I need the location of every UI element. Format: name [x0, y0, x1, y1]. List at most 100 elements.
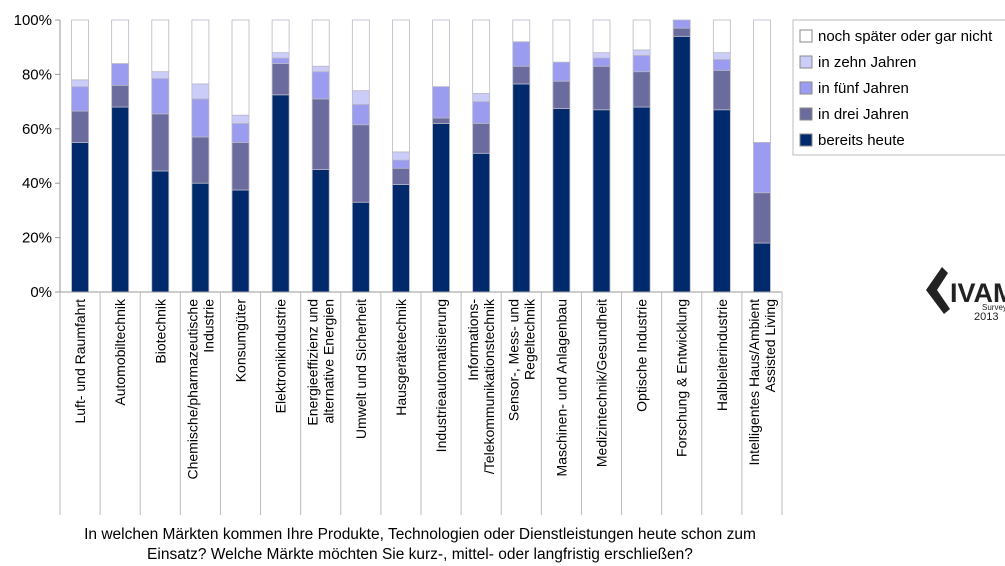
- x-category-label: Umwelt und Sicherheit: [353, 299, 369, 439]
- y-axis-tick-labels: 0% 20% 40% 60% 80% 100%: [14, 12, 60, 301]
- bar-segment: [512, 19, 531, 43]
- bar-segment: [753, 141, 771, 194]
- legend-label: bereits heute: [818, 132, 905, 149]
- x-category-label: Forschung & Entwicklung: [674, 299, 690, 457]
- bar-segment: [432, 19, 450, 88]
- bar-segment: [111, 106, 130, 293]
- bar-segment: [392, 19, 410, 153]
- legend-label: in zehn Jahren: [818, 54, 916, 71]
- x-category-label-line: Assisted Living: [762, 299, 778, 392]
- bar-segment: [351, 90, 370, 105]
- x-category-label-line: Optische Industrie: [634, 299, 650, 412]
- bar-segment: [712, 109, 731, 293]
- bar-segment: [712, 52, 731, 60]
- bar-segment: [392, 167, 410, 185]
- legend-swatch: [799, 55, 813, 69]
- legend-box: [792, 19, 1005, 156]
- bar-segment: [672, 27, 691, 37]
- bar-segment: [712, 19, 731, 54]
- bar-segment: [512, 83, 531, 293]
- logo-chevron-mark: [926, 267, 950, 314]
- bar-segment: [231, 122, 250, 143]
- bar-segment: [753, 242, 771, 293]
- x-category-label: Chemische/pharmazeutischeIndustrie: [184, 299, 216, 480]
- bar-segment: [231, 189, 250, 293]
- legend-swatch: [799, 107, 813, 121]
- x-category-label-line: Regeltechnik: [521, 298, 537, 380]
- bar-segment: [472, 122, 491, 154]
- x-category-label-line: Industrieautomatisierung: [433, 299, 449, 452]
- logo-brand-text: IVAM: [950, 278, 1005, 308]
- x-category-label-line: Medizintechnik/Gesundheit: [594, 299, 610, 467]
- bar-segment: [71, 110, 89, 143]
- x-category-label-line: Energieeffizienz und: [305, 299, 321, 426]
- bar-segment: [151, 71, 170, 79]
- x-axis-title-line-2: Einsatz? Welche Märkte möchten Sie kurz-…: [147, 546, 693, 563]
- bar-segment: [351, 19, 370, 92]
- x-category-label: Biotechnik: [152, 298, 168, 364]
- bar-segment: [472, 93, 491, 103]
- legend: noch später oder gar nicht in zehn Jahren…: [792, 19, 1005, 156]
- bar-segment: [111, 63, 130, 86]
- x-category-label-line: Intelligentes Haus/Ambient: [746, 299, 762, 466]
- bar-segment: [712, 59, 731, 71]
- bar-segment: [191, 98, 210, 138]
- x-category-label-line: Informations-: [465, 299, 481, 381]
- bar-segment: [351, 103, 370, 126]
- bar-segment: [311, 71, 330, 100]
- bar-segment: [632, 71, 651, 108]
- legend-label: noch später oder gar nicht: [818, 28, 993, 45]
- bar-segment: [552, 19, 571, 63]
- x-category-label: Automobiltechnik: [112, 298, 128, 406]
- bar-segment: [231, 19, 250, 116]
- bar-segment: [151, 78, 170, 115]
- y-tick-label: 60%: [22, 121, 52, 138]
- x-category-label-line: Umwelt und Sicherheit: [353, 299, 369, 439]
- bar-segment: [432, 122, 450, 293]
- bar-segment: [592, 52, 611, 59]
- bar-segment: [592, 57, 611, 67]
- bar-segment: [311, 169, 330, 293]
- bar-segment: [552, 61, 571, 82]
- x-category-label: Elektronikindustrie: [273, 299, 289, 414]
- bar-segment: [151, 113, 170, 172]
- bar-segment: [392, 151, 410, 161]
- bar-segment: [351, 201, 370, 293]
- bar-segment: [151, 170, 170, 293]
- x-category-label-line: Elektronikindustrie: [273, 299, 289, 414]
- x-category-label-line: alternative Energien: [321, 299, 337, 424]
- legend-swatch: [799, 133, 813, 147]
- bar-segment: [231, 141, 250, 191]
- bar-segment: [432, 86, 450, 119]
- x-category-label-line: Forschung & Entwicklung: [674, 299, 690, 457]
- bar-segment: [271, 94, 290, 293]
- x-category-label-line: Industrie: [200, 299, 216, 353]
- y-tick-label: 20%: [22, 230, 52, 247]
- x-category-label: Industrieautomatisierung: [433, 299, 449, 452]
- x-category-label: Hausgerätetechnik: [393, 298, 409, 416]
- bar-segment: [351, 124, 370, 203]
- y-tick-label: 0%: [30, 284, 52, 301]
- bar-segment: [271, 57, 290, 64]
- x-category-label: Konsumgüter: [233, 299, 249, 383]
- bar-stacks: [71, 19, 771, 293]
- x-category-label-line: Chemische/pharmazeutische: [184, 299, 200, 480]
- bar-segment: [191, 136, 210, 184]
- bar-segment: [392, 159, 410, 169]
- x-category-label-line: /Telekommunikationstechnik: [481, 298, 497, 474]
- bar-segment: [672, 19, 691, 29]
- bar-segment: [71, 141, 89, 293]
- bar-segment: [271, 63, 290, 96]
- bar-segment: [271, 19, 290, 54]
- bar-segment: [111, 19, 130, 64]
- x-category-label-line: Luft- und Raumfahrt: [72, 299, 88, 424]
- bar-segment: [311, 19, 330, 67]
- x-category-label-line: Halbleiterindustrie: [714, 299, 730, 411]
- bar-segment: [552, 80, 571, 109]
- x-category-label: Optische Industrie: [634, 299, 650, 412]
- x-axis-title-line-1: In welchen Märkten kommen Ihre Produkte,…: [84, 526, 756, 543]
- ivam-survey-logo: IVAM Survey 2013: [926, 267, 1005, 323]
- logo-survey-text: Survey: [982, 303, 1005, 312]
- bar-segment: [472, 152, 491, 293]
- bar-segment: [71, 79, 89, 88]
